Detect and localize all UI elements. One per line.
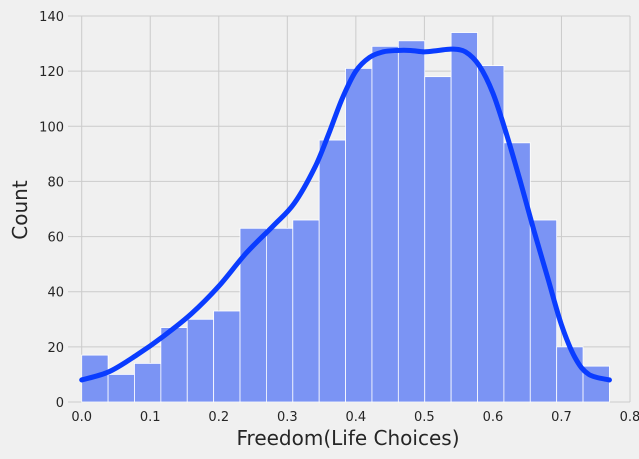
y-tick-label-0: 0 — [56, 396, 64, 411]
y-tick-label-3: 60 — [47, 231, 64, 246]
histogram-bar-12 — [397, 40, 426, 403]
histogram-bar-3 — [160, 327, 188, 403]
histogram-bar-5 — [213, 310, 241, 403]
histogram-bar-14 — [450, 32, 478, 403]
histogram-bar-16 — [503, 142, 531, 403]
x-tick-label-1: 0.1 — [140, 410, 161, 425]
x-tick-label-4: 0.4 — [346, 410, 367, 425]
histogram-bar-4 — [186, 318, 215, 403]
y-tick-labels: 0 20 40 60 80 100 120 140 — [39, 10, 64, 411]
y-tick-label-7: 140 — [39, 10, 64, 25]
histogram-bar-13 — [424, 76, 452, 403]
x-tick-label-3: 0.3 — [277, 410, 298, 425]
histogram-bar-17 — [529, 219, 558, 403]
x-tick-label-0: 0.0 — [71, 410, 92, 425]
x-tick-label-8: 0.8 — [620, 410, 639, 425]
x-tick-label-5: 0.5 — [414, 410, 435, 425]
histogram-bars — [81, 32, 610, 403]
histogram-bar-1 — [107, 374, 135, 403]
x-tick-labels: 0.0 0.1 0.2 0.3 0.4 0.5 0.6 0.7 0.8 — [71, 410, 639, 425]
y-tick-label-4: 80 — [47, 175, 64, 190]
histogram-bar-18 — [556, 346, 584, 403]
y-axis-title: Count — [8, 180, 32, 240]
histogram-bar-10 — [345, 67, 373, 403]
kde-curve — [79, 46, 612, 383]
x-axis-title: Freedom(Life Choices) — [236, 426, 459, 450]
histogram-bar-9 — [318, 139, 346, 403]
x-tick-label-7: 0.7 — [551, 410, 572, 425]
x-tick-label-6: 0.6 — [483, 410, 504, 425]
histogram-bar-15 — [477, 65, 505, 403]
histogram-bar-11 — [371, 45, 399, 403]
y-tick-label-5: 100 — [39, 120, 64, 135]
histogram-bar-7 — [266, 227, 294, 403]
y-tick-label-2: 40 — [47, 286, 64, 301]
y-tick-label-1: 20 — [47, 341, 64, 356]
y-tick-label-6: 120 — [39, 65, 64, 80]
x-tick-label-2: 0.2 — [208, 410, 229, 425]
histogram-bar-8 — [292, 219, 320, 403]
histogram-bar-2 — [134, 362, 162, 403]
